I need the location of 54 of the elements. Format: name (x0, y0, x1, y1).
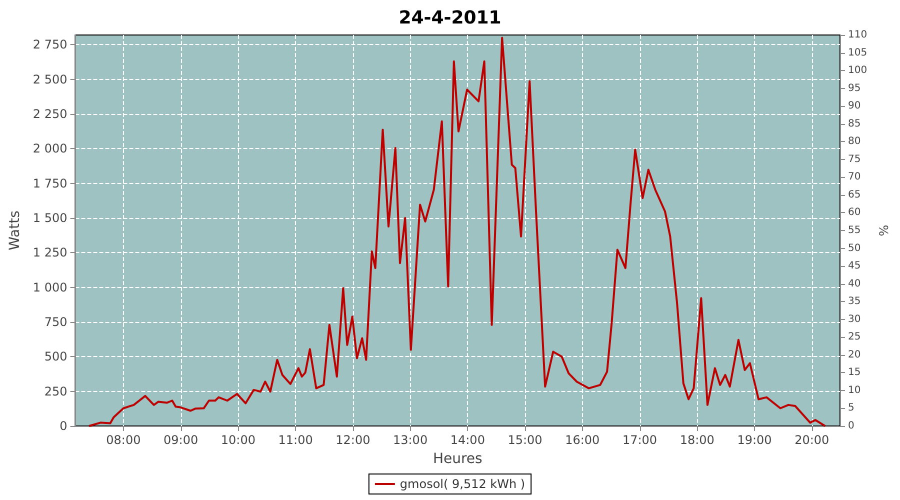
y2-tick-label: 85 (848, 118, 861, 130)
x-tick-label: 19:00 (737, 433, 772, 447)
y-tick-label: 2 250 (32, 107, 68, 122)
x-tick-label: 18:00 (680, 433, 714, 447)
y2-tick-label: 75 (848, 154, 861, 165)
y2-tick-label: 10 (848, 384, 861, 396)
y2-tick-label: 15 (848, 367, 861, 378)
y2-tick-label: 35 (848, 296, 861, 308)
y2-tick-label: 50 (848, 242, 861, 254)
y2-tick-label: 65 (848, 189, 861, 200)
y2-tick-label: 90 (848, 100, 861, 112)
y2-tick-label: 95 (848, 82, 861, 94)
line-series (88, 36, 826, 427)
y-tick-label: 500 (44, 350, 68, 364)
y-tick-label: 750 (44, 315, 68, 330)
y-axis-title: Watts (7, 210, 23, 250)
y2-tick-label: 105 (848, 47, 868, 58)
chart-title: 24-4-2011 (398, 8, 502, 28)
x-tick-label: 11:00 (278, 433, 313, 447)
y2-tick-label: 60 (848, 207, 861, 218)
y-tick-label: 2 000 (32, 142, 68, 156)
y-tick-label: 0 (60, 419, 68, 433)
y2-tick-label: 55 (848, 225, 861, 236)
y2-tick-label: 40 (848, 278, 861, 290)
y-tick-label: 1 500 (32, 211, 68, 226)
y-tick-label: 1 750 (32, 176, 68, 190)
y2-tick-label: 110 (848, 30, 868, 40)
y-tick-label: 250 (44, 384, 68, 398)
y-tick-label: 2 500 (32, 72, 68, 86)
y2-tick-label: 100 (848, 65, 868, 76)
y2-tick-label: 45 (848, 260, 861, 272)
x-tick-label: 13:00 (393, 433, 428, 447)
y-tick-label: 2 750 (32, 38, 68, 52)
y2-tick-label: 5 (848, 402, 854, 414)
x-tick-label: 10:00 (220, 433, 256, 447)
x-tick-label: 14:00 (450, 433, 485, 447)
x-tick-label: 12:00 (336, 433, 370, 447)
y2-tick-label: 25 (848, 332, 861, 343)
y-tick-label: 1 250 (32, 246, 68, 260)
x-axis-title: Heures (432, 451, 482, 467)
x-tick-label: 08:00 (106, 433, 141, 447)
x-tick-label: 17:00 (622, 433, 658, 447)
y2-tick-label: 30 (848, 314, 861, 325)
y2-axis-title: % (876, 224, 891, 236)
y-tick-label: 1 000 (32, 280, 68, 294)
y2-tick-label: 80 (848, 136, 861, 148)
x-tick-label: 09:00 (164, 433, 198, 447)
x-tick-label: 16:00 (565, 433, 600, 447)
y2-tick-label: 0 (848, 420, 854, 432)
y2-tick-label: 20 (848, 349, 861, 360)
x-tick-label: 20:00 (794, 433, 830, 447)
x-tick-label: 15:00 (508, 433, 542, 447)
legend-label: gmosol( 9,512 kWh ) (400, 477, 526, 491)
y2-tick-label: 70 (848, 172, 861, 183)
